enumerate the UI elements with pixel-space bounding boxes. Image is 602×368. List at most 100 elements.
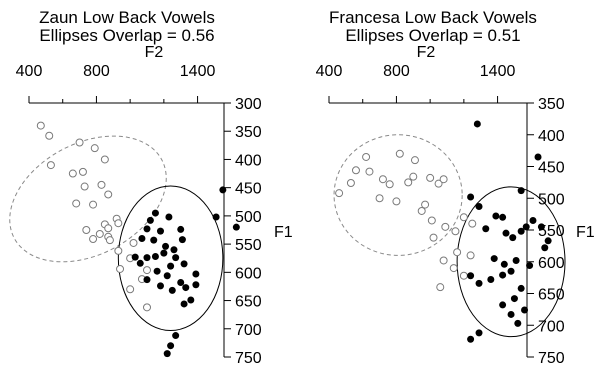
open-point [346, 179, 355, 188]
filled-point [517, 187, 525, 195]
filled-point [510, 295, 518, 303]
filled-point [492, 212, 500, 220]
filled-point [473, 120, 481, 128]
x-axis-label: F2 [417, 44, 436, 61]
filled-point [482, 225, 490, 233]
y-tick-label: 350 [538, 96, 565, 113]
open-point [362, 152, 371, 161]
y-tick-label: 750 [235, 350, 262, 367]
filled-point [131, 253, 139, 261]
open-point [104, 190, 113, 199]
filled-point [219, 186, 227, 194]
filled-point [537, 223, 545, 231]
open-point [95, 229, 104, 238]
filled-point [502, 229, 510, 237]
filled-point [180, 300, 188, 308]
filled-point [163, 350, 171, 358]
filled-point [544, 237, 552, 245]
filled-point [529, 216, 537, 224]
open-point [143, 303, 151, 312]
filled-point [156, 227, 164, 235]
open-point [417, 206, 426, 215]
filled-point [143, 254, 151, 262]
filled-point [192, 281, 200, 289]
open-point [410, 156, 419, 165]
open-point [429, 233, 438, 242]
x-tick-label: 800 [83, 63, 110, 80]
open-point [45, 131, 54, 140]
filled-point [534, 153, 542, 161]
open-point [89, 200, 98, 209]
x-tick-label: 1400 [180, 63, 216, 80]
data-points [36, 121, 240, 358]
filled-point [167, 262, 175, 270]
filled-point [499, 301, 507, 309]
filled-point [500, 260, 508, 268]
open-point [459, 213, 468, 222]
solid-ellipse [117, 185, 224, 331]
x-axis-label: F2 [145, 44, 164, 61]
open-point [392, 197, 401, 206]
open-point [459, 271, 468, 280]
filled-point [490, 255, 498, 263]
filled-point [467, 335, 475, 343]
open-point [90, 144, 99, 153]
chart-panel-francesa: Francesa Low Back Vowels Ellipses Overla… [316, 8, 595, 367]
filled-point [475, 329, 483, 337]
filled-point [212, 213, 220, 221]
y-tick-label: 750 [538, 350, 565, 367]
open-point [453, 248, 462, 257]
chart-panel-zaun: Zaun Low Back Vowels Ellipses Overlap = … [9, 8, 293, 367]
open-point [404, 178, 413, 187]
open-point [427, 216, 436, 225]
filled-point [517, 284, 525, 292]
open-point [97, 180, 106, 189]
filled-point [521, 306, 529, 314]
axes: 400 800 1400 300 350 400 450 500 550 600 650 700 750 [16, 63, 262, 367]
open-point [143, 266, 151, 275]
open-point [100, 155, 109, 164]
solid-ellipse [456, 186, 566, 338]
filled-point [165, 213, 173, 221]
filled-point [507, 267, 515, 275]
y-tick-label: 650 [235, 294, 262, 311]
open-point [104, 224, 113, 233]
y-tick-label: 400 [538, 128, 565, 145]
filled-point [507, 310, 515, 318]
open-point [439, 256, 448, 265]
chart-title-line-1: Francesa Low Back Vowels [329, 8, 537, 27]
filled-point [153, 267, 161, 275]
y-tick-label: 700 [538, 318, 565, 335]
open-point [105, 236, 114, 245]
open-point [68, 169, 77, 178]
filled-point [182, 284, 190, 292]
open-point [451, 227, 460, 236]
dashed-ellipse [9, 135, 167, 263]
open-point [46, 161, 55, 170]
filled-point [172, 332, 180, 340]
filled-point [167, 342, 175, 350]
open-point [365, 167, 374, 176]
filled-point [177, 278, 185, 286]
filled-point [232, 223, 240, 231]
open-point [351, 166, 360, 175]
filled-point [151, 253, 159, 261]
filled-point [467, 193, 475, 201]
open-point [126, 285, 135, 294]
open-point [129, 238, 138, 247]
y-axis-label: F1 [274, 224, 293, 241]
y-tick-label: 600 [235, 265, 262, 282]
open-point [82, 226, 91, 234]
filled-point [187, 296, 195, 304]
y-tick-label: 350 [235, 124, 262, 141]
filled-point [526, 262, 534, 270]
filled-point [150, 236, 158, 244]
open-point [436, 283, 445, 292]
filled-point [156, 282, 164, 290]
filled-point [517, 227, 525, 235]
dashed-ellipse [333, 134, 463, 256]
ellipses [333, 134, 566, 338]
open-point [468, 219, 477, 228]
